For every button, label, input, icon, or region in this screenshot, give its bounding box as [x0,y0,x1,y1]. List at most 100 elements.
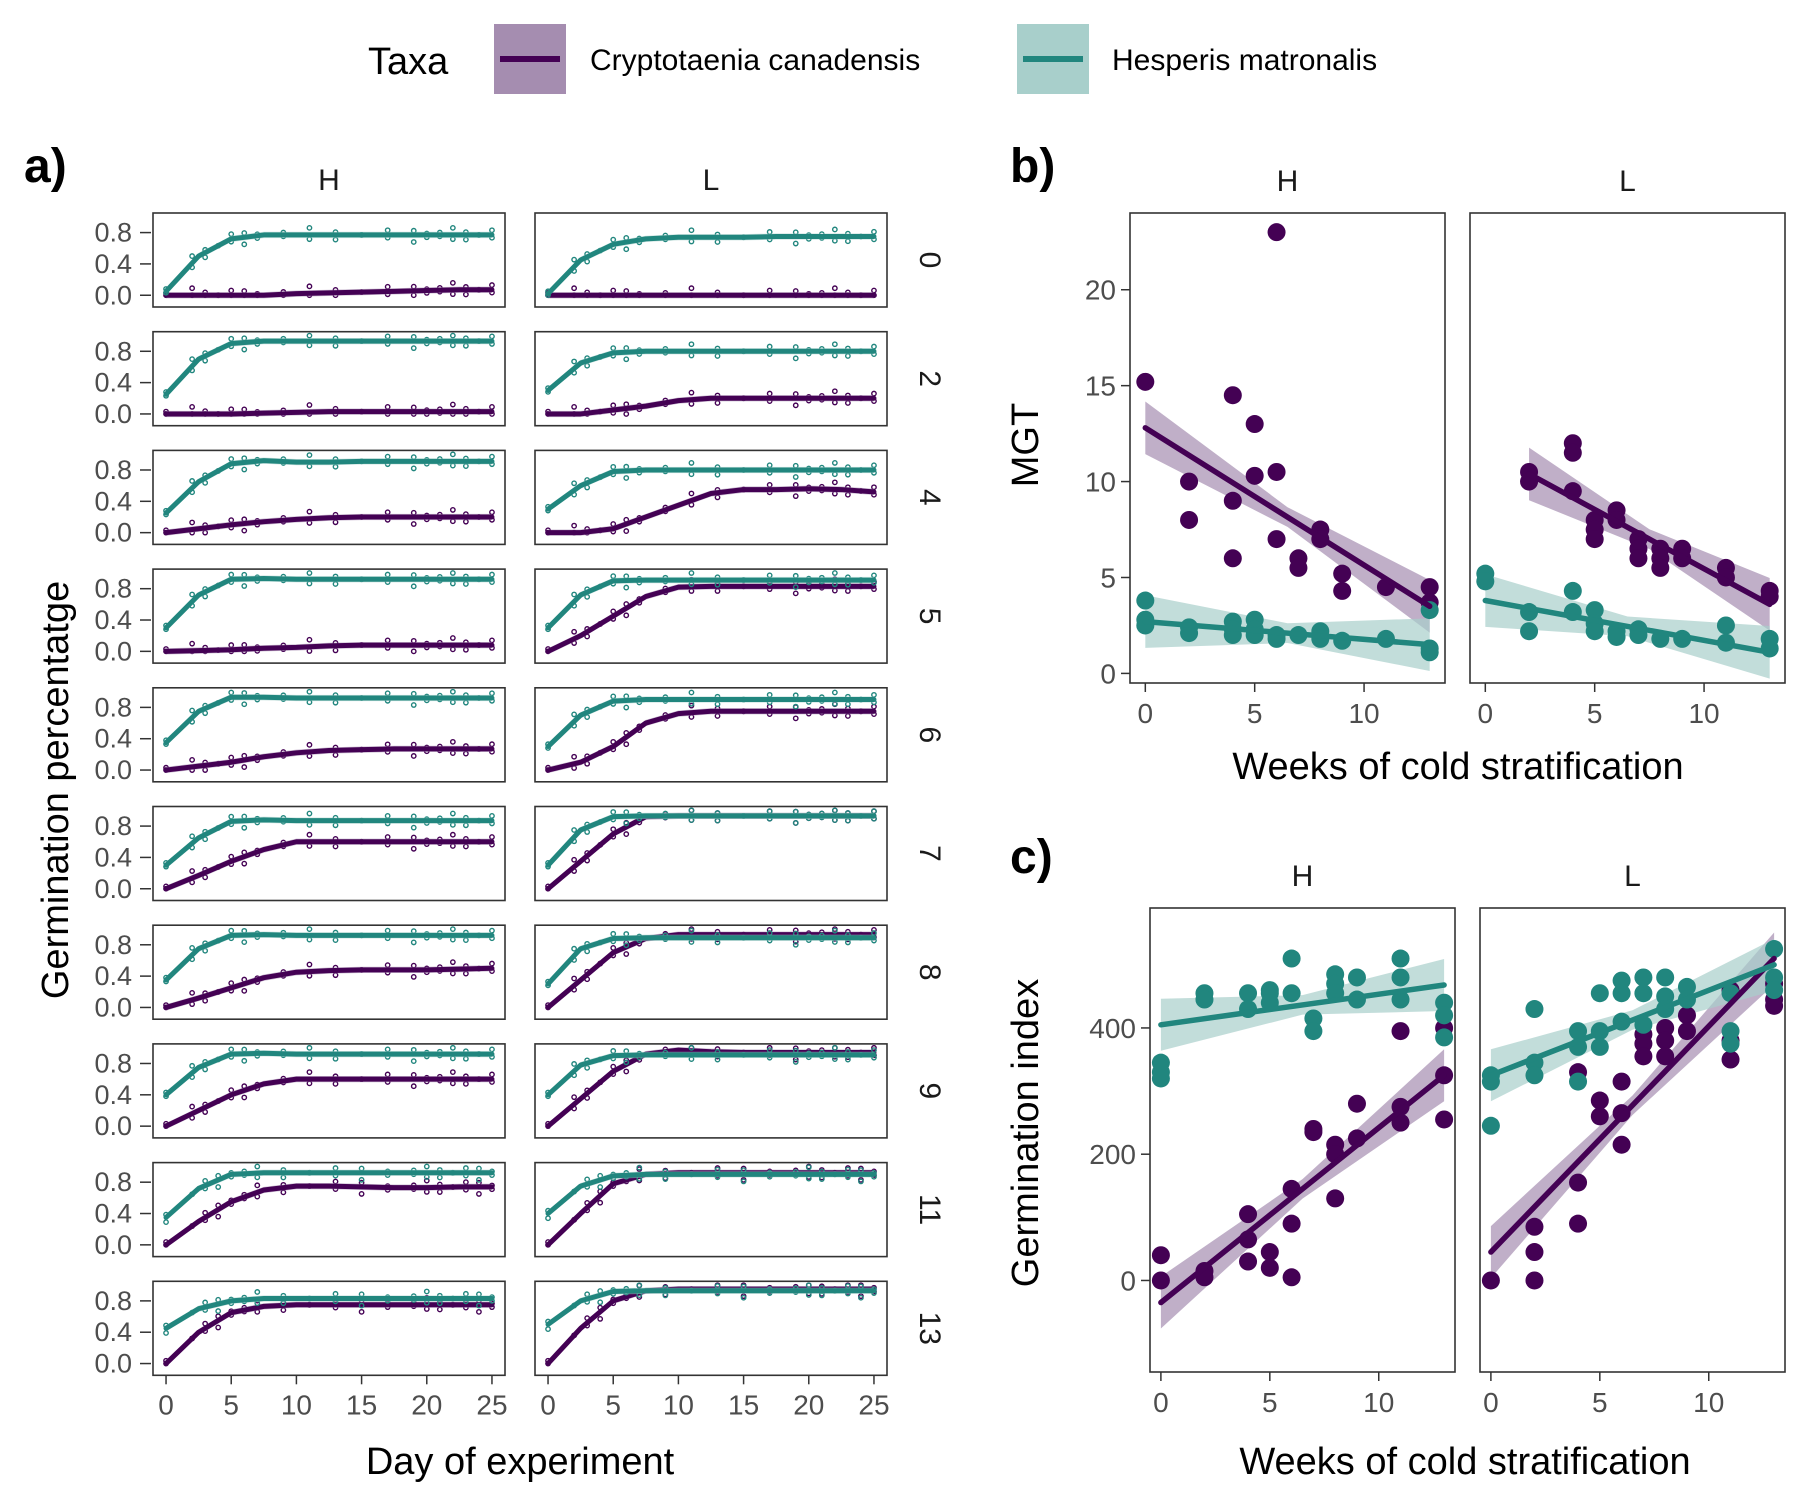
panel-b-y-tick-label: 5 [1100,562,1116,593]
panel-a-point-hm [688,227,695,234]
panel-b-point-hm [1563,581,1582,600]
panel-a-y-tick-label: 0.8 [94,930,132,960]
panel-a-ribbon-hm [166,337,492,398]
panel-c-point-hm [1304,1022,1323,1041]
panel-c-point-cc [1677,1006,1696,1025]
panel-c-point-hm [1612,971,1631,990]
panel-a-point-hm [410,345,417,352]
panel-a-x-tick-label: 25 [858,1389,889,1420]
panel-c-point-cc [1590,1107,1609,1126]
panel-c-point-cc [1481,1271,1500,1290]
panel-b-x-tick-label: 0 [1478,698,1494,729]
panel-a-smooth-line-hm [163,576,495,631]
panel-a-point-cc [410,521,417,527]
panel-c-point-hm [1525,1066,1544,1085]
panel-b-facet-H [1129,212,1446,684]
panel-a-point-cc [449,279,456,286]
panel-a-point-hm [241,1057,248,1064]
panel-a-smooth-line-cc [163,746,495,773]
panel-a-smooth-line-hm [545,234,877,297]
panel-a-facet-frame [152,1043,506,1139]
panel-a-point-cc [241,527,248,534]
panel-c-point-hm [1569,1022,1588,1041]
panel-a-row-strip-2: 2 [913,370,946,387]
panel-a-point-hm [858,1294,864,1301]
panel-c-x-axis-title: Weeks of cold stratification [1239,1441,1690,1483]
panel-c-fit-line-hm [1488,962,1777,1079]
panel-a-point-hm [571,358,578,365]
panel-a-point-hm [571,1061,578,1067]
panel-a-point-hm [792,703,799,710]
panel-c-point-cc [1260,1258,1279,1277]
panel-c-strip-L: L [1624,860,1641,893]
panel-a-row-strip-0: 0 [913,252,946,269]
panel-a-point-hm [449,688,456,695]
panel-c-y-tick-label: 0 [1120,1265,1136,1296]
panel-a-y-tick-label: 0.4 [94,1199,132,1229]
panel-a-point-cc [831,479,838,486]
panel-c-point-hm [1391,968,1410,987]
panel-a-y-tick-label: 0.4 [94,486,132,516]
panel-c-facet-L [1479,907,1786,1373]
panel-a-smooth-line-cc [163,1076,495,1129]
panel-b-point-hm [1420,643,1439,662]
panel-b-y-axis-title: MGT [1005,403,1047,487]
panel-c-point-hm [1435,1028,1454,1047]
panel-a-point-hm [410,939,417,946]
panel-a-point-cc [306,1069,313,1076]
panel-b-point-cc [1223,549,1242,568]
panel-a-point-hm [241,466,248,473]
panel-c-x-tick-label: 0 [1483,1387,1499,1418]
panel-a-y-tick-label: 0.8 [94,692,132,722]
panel-a-point-cc [241,764,248,770]
panel-a-y-tick-label: 0.0 [94,518,132,548]
panel-a-point-cc [571,856,578,863]
panel-a-point-hm [636,1282,643,1289]
panel-a-y-tick-label: 0.8 [94,1286,132,1316]
panel-b-point-hm [1585,601,1604,620]
panel-a-point-cc [306,741,313,748]
panel-a-smooth-line-hm [163,694,495,746]
panel-a-point-hm [306,688,313,695]
panel-a-smooth-line-cc [163,287,495,298]
panel-b-point-cc [1180,472,1199,491]
panel-a-y-tick-label: 0.0 [94,1230,132,1260]
panel-label-b: b) [1010,140,1055,193]
panel-a-point-cc [792,590,799,597]
panel-a-point-hm [241,583,248,589]
panel-a-x-tick-label: 5 [223,1389,239,1420]
panel-a-point-cc [449,831,456,838]
panel-a-point-cc [189,989,196,996]
panel-label-c: c) [1010,831,1053,884]
panel-a-smooth-line-cc [545,486,877,536]
panel-a-point-cc [571,522,578,529]
panel-a-point-hm [423,1163,430,1170]
panel-a-point-cc [623,411,630,417]
panel-c-point-hm [1765,968,1784,987]
panel-c-point-hm [1656,987,1675,1006]
panel-c-point-cc [1391,1113,1410,1132]
panel-c-point-cc [1391,1022,1410,1041]
panel-a-point-hm [410,583,417,590]
panel-a-ribbon-cc [166,1182,492,1248]
panel-a-point-hm [410,465,417,472]
panel-c-point-hm [1151,1069,1170,1088]
panel-a-smooth-line-hm [545,813,877,868]
panel-a-point-hm [688,927,695,934]
panel-a-point-hm [623,1059,630,1066]
panel-a-y-tick-label: 0.0 [94,874,132,904]
panel-a-y-tick-label: 0.0 [94,755,132,785]
panel-a-point-hm [189,356,196,363]
panel-a-facet-L-0 [534,212,888,308]
panel-c-point-hm [1634,968,1653,987]
panel-a-point-hm [241,701,248,708]
panel-a-x-tick-label: 10 [663,1389,694,1420]
panel-c-point-cc [1569,1214,1588,1233]
panel-a-facet-H-4 [152,449,506,546]
panel-c-point-cc [1677,1022,1696,1041]
panel-b-point-cc [1333,564,1352,583]
panel-a-facet-L-9 [534,1043,888,1139]
panel-a-row-strip-7: 7 [913,845,946,862]
panel-a-point-hm [636,1164,643,1171]
panel-a-point-cc [571,975,578,982]
